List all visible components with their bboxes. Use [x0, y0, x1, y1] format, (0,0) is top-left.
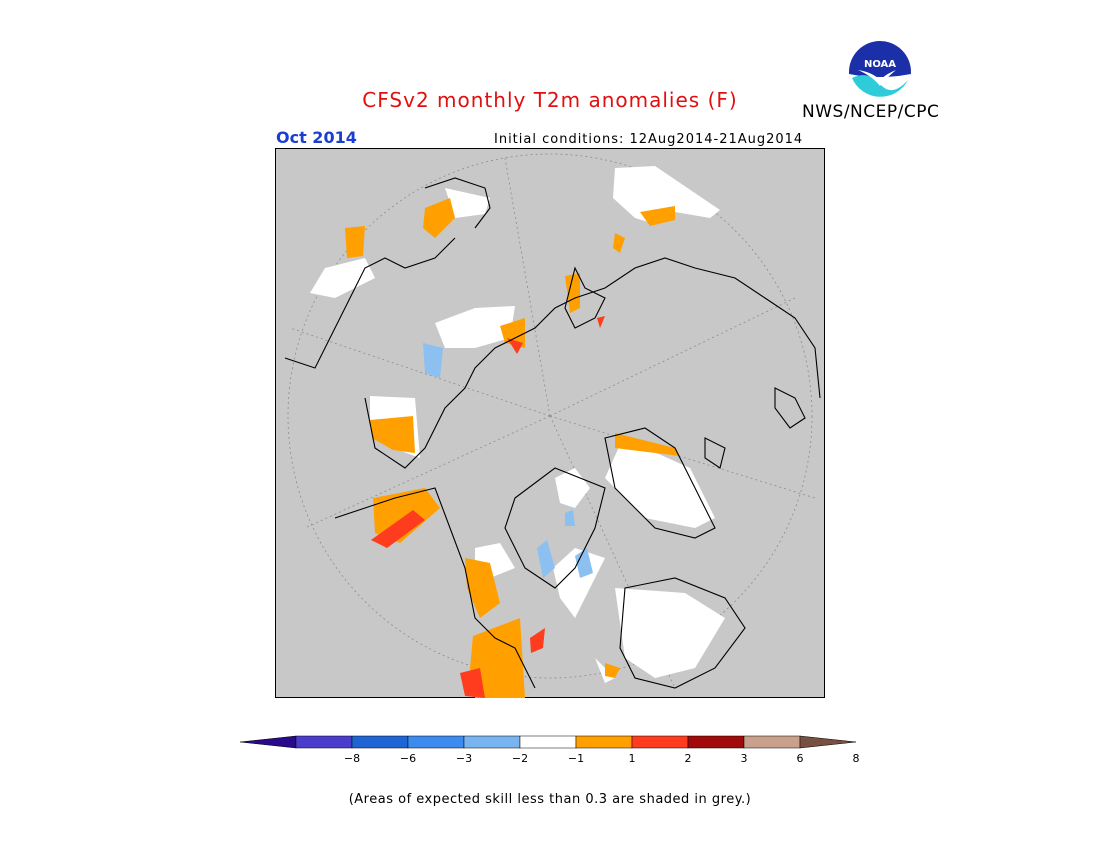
- forecast-month: Oct 2014: [276, 128, 357, 147]
- graticule: [287, 153, 816, 689]
- cool-anomaly-blue: [423, 343, 593, 578]
- initial-conditions: Initial conditions: 12Aug2014-21Aug2014: [494, 132, 804, 147]
- legend-swatch-max: [799, 735, 857, 749]
- legend-tick-label: −8: [343, 752, 361, 765]
- legend-swatch: [351, 735, 409, 749]
- legend-tick-label: −1: [567, 752, 585, 765]
- map-frame: [275, 148, 825, 698]
- legend-swatch: [463, 735, 521, 749]
- legend-tick-label: −2: [511, 752, 529, 765]
- legend-swatch-min: [239, 735, 297, 749]
- legend-swatch: [519, 735, 577, 749]
- coastlines: [284, 177, 821, 689]
- skill-note: (Areas of expected skill less than 0.3 a…: [348, 792, 752, 807]
- legend-tick-label: 3: [740, 752, 748, 765]
- legend-swatch: [631, 735, 689, 749]
- legend-swatch: [407, 735, 465, 749]
- legend-tick-label: −3: [455, 752, 473, 765]
- legend-tick-label: 8: [852, 752, 860, 765]
- legend-swatch: [295, 735, 353, 749]
- noaa-logo-icon: NOAA: [849, 41, 911, 104]
- warm-anomaly-red: [371, 316, 605, 698]
- colorbar-legend: [239, 735, 857, 749]
- legend-swatch: [687, 735, 745, 749]
- legend-tick-label: 2: [684, 752, 692, 765]
- map-title: CFSv2 monthly T2m anomalies (F): [362, 88, 738, 112]
- polar-anomaly-map: [275, 148, 825, 698]
- legend-tick-label: 1: [628, 752, 636, 765]
- svg-text:NOAA: NOAA: [864, 59, 896, 70]
- legend-swatch: [575, 735, 633, 749]
- agency-label: NWS/NCEP/CPC: [802, 102, 940, 122]
- legend-swatch: [743, 735, 801, 749]
- legend-tick-label: −6: [399, 752, 417, 765]
- legend-tick-label: 6: [796, 752, 804, 765]
